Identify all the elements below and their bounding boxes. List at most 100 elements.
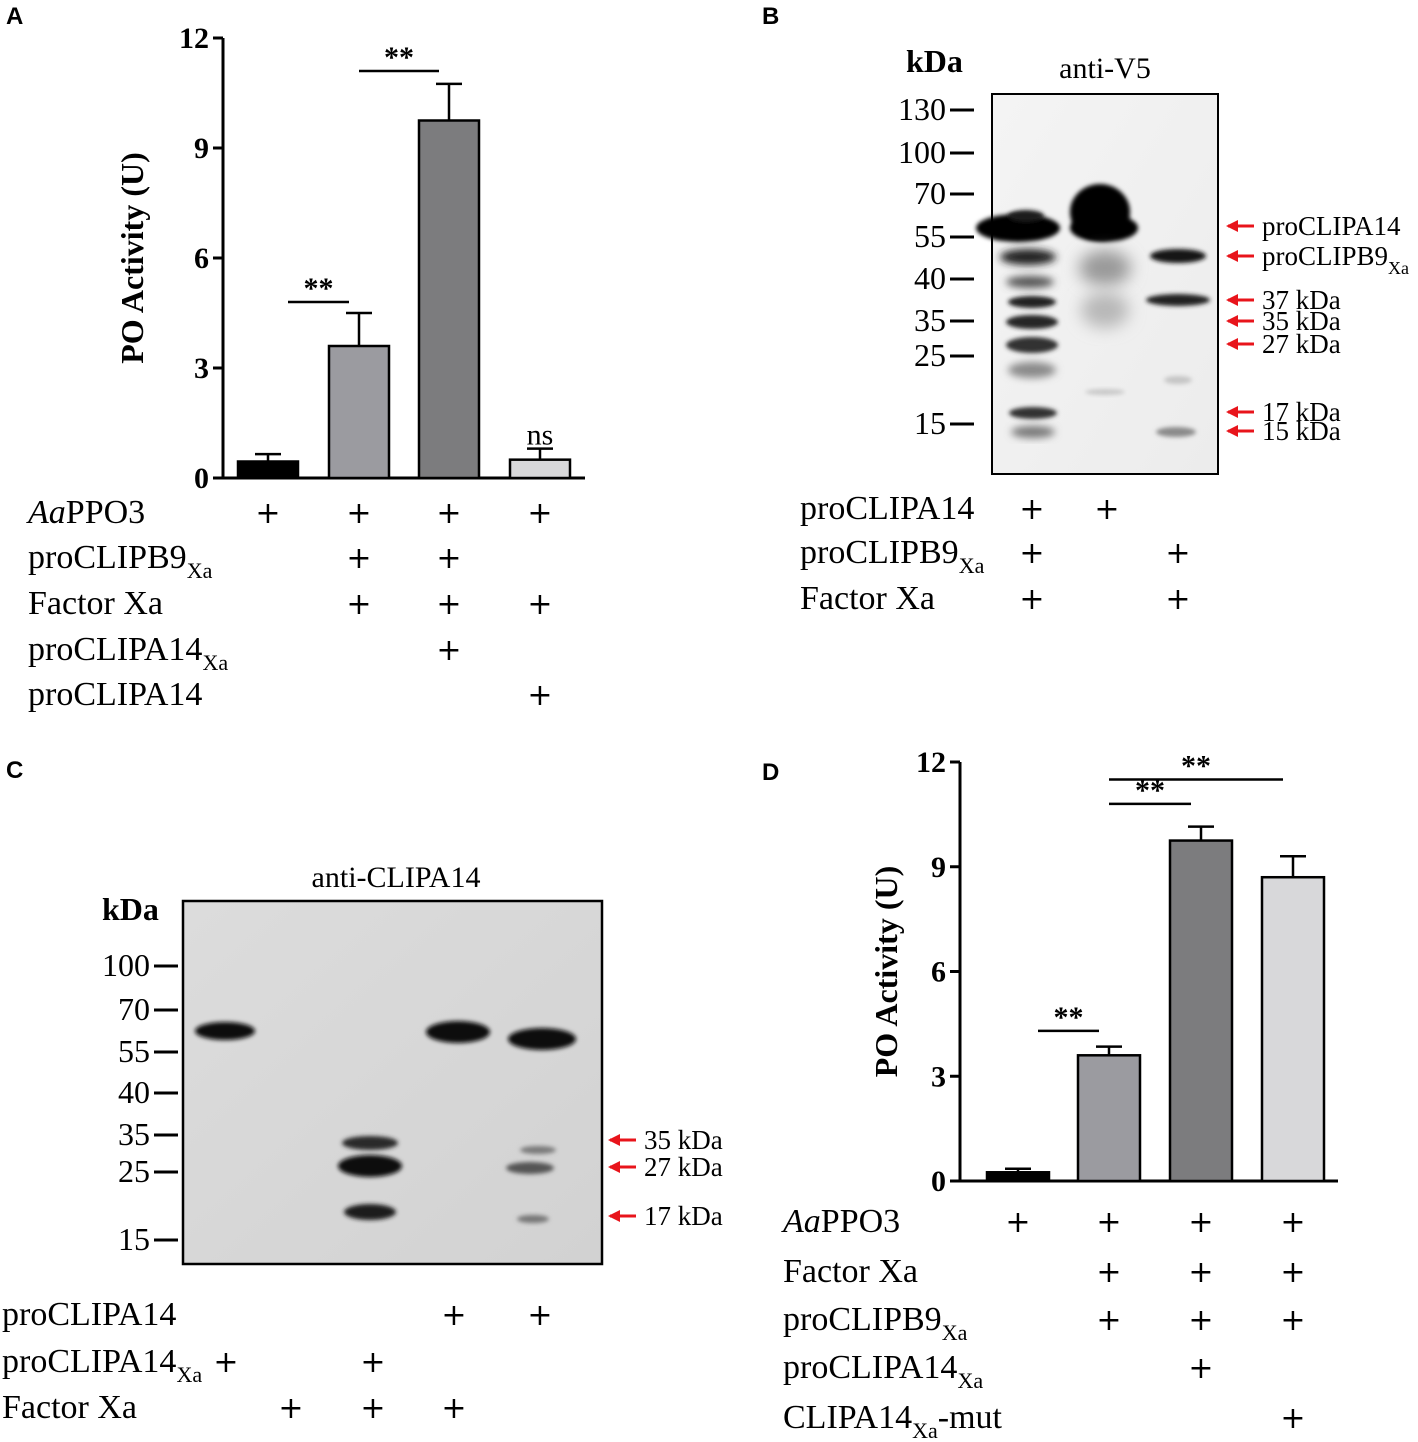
condition-label-subscript: Xa (912, 1418, 938, 1442)
condition-label-text: Factor Xa (28, 585, 163, 622)
arrow-head (1226, 406, 1238, 418)
arrow-head (1226, 338, 1238, 350)
band (1150, 249, 1206, 263)
arrow-head (608, 1134, 620, 1146)
y-tick-label: 6 (931, 956, 946, 989)
condition-label-text: proCLIPA14 (800, 490, 974, 527)
y-tick-label: 6 (194, 242, 209, 275)
plus-mark: + (1165, 536, 1190, 571)
blot-c-bands (195, 1021, 576, 1223)
marker-label: 100 (102, 947, 150, 983)
band (1006, 337, 1058, 353)
condition-label-text: Factor Xa (2, 1389, 137, 1426)
condition-label-suffix: -mut (938, 1399, 1003, 1436)
bar (1168, 839, 1234, 1183)
plus-mark: + (1096, 1303, 1121, 1338)
plus-mark: + (1019, 492, 1044, 527)
condition-label: AaPPO3 (781, 1203, 900, 1240)
y-tick-label: 12 (179, 22, 209, 55)
condition-label-subscript: Xa (959, 553, 985, 578)
plus-mark: + (436, 587, 461, 622)
condition-label-prefix: Aa (26, 494, 66, 531)
plus-mark: + (360, 1391, 385, 1426)
significance-label: ** (384, 41, 414, 74)
plus-mark: + (1096, 1255, 1121, 1290)
band (520, 1146, 556, 1154)
bar (508, 458, 572, 480)
marker-label: 130 (898, 91, 946, 127)
plus-mark: + (527, 496, 552, 531)
band (508, 1028, 576, 1050)
condition-label: proCLIPA14Xa (28, 631, 228, 675)
arrow-head (1226, 425, 1238, 437)
condition-label-text: Factor Xa (800, 580, 935, 617)
y-axis-label: PO Activity (U) (868, 866, 904, 1078)
condition-label: Factor Xa (2, 1389, 137, 1426)
plus-mark: + (441, 1298, 466, 1333)
condition-label: proCLIPB9Xa (28, 539, 213, 583)
band (1008, 210, 1044, 222)
band (338, 1155, 402, 1177)
plus-mark: + (346, 496, 371, 531)
band (344, 1204, 396, 1220)
significance-label: ns (527, 419, 554, 452)
panel-letter-b: B (762, 3, 779, 30)
band (342, 1136, 398, 1150)
annotation-text: 27 kDa (644, 1152, 723, 1182)
arrow-head (608, 1161, 620, 1173)
plus-mark: + (213, 1345, 238, 1380)
annotation-label: 27 kDa (1262, 329, 1341, 359)
band (1006, 315, 1058, 329)
blot-c-title: anti-CLIPA14 (312, 861, 481, 894)
marker-label: 40 (914, 260, 946, 296)
y-tick-label: 3 (194, 352, 209, 385)
band (517, 1215, 549, 1223)
arrow-head (1226, 294, 1238, 306)
plus-mark: + (1188, 1255, 1213, 1290)
band (1009, 407, 1057, 419)
condition-label-text: proCLIPA14 (28, 676, 202, 713)
band (1008, 296, 1056, 308)
y-tick-label: 0 (194, 462, 209, 495)
condition-label-subscript: Xa (202, 650, 228, 675)
marker-label: 35 (118, 1116, 150, 1152)
condition-label-subscript: Xa (957, 1368, 983, 1393)
condition-label-subscript: Xa (942, 1320, 968, 1345)
annotation-label: 17 kDa (1262, 397, 1341, 427)
condition-label: proCLIPA14Xa (2, 1343, 202, 1387)
band (1146, 294, 1210, 306)
plus-mark: + (346, 541, 371, 576)
annotation-text: 17 kDa (1262, 397, 1341, 427)
condition-label-text: proCLIPA14 (783, 1349, 957, 1386)
band (1081, 292, 1129, 328)
condition-label-subscript: Xa (187, 558, 213, 583)
band (1085, 389, 1125, 395)
significance-label: ** (304, 272, 334, 305)
annotation-label: 27 kDa (644, 1152, 723, 1182)
condition-label: Factor Xa (28, 585, 163, 622)
marker-label: 70 (118, 991, 150, 1027)
plus-mark: + (1280, 1303, 1305, 1338)
condition-label-text: proCLIPB9 (800, 534, 959, 571)
marker-label: 55 (118, 1033, 150, 1069)
blot-c-conditions: proCLIPA14 + +proCLIPA14Xa + +Factor Xa + + + (2, 1296, 553, 1426)
annotation-text: 35 kDa (1262, 306, 1341, 336)
band (1164, 376, 1192, 384)
significance-label: ** (1054, 1001, 1084, 1034)
plus-mark: + (278, 1391, 303, 1426)
condition-label: proCLIPB9Xa (800, 534, 985, 578)
band (1156, 427, 1196, 437)
y-tick-label: 9 (931, 851, 946, 884)
marker-label: 55 (914, 218, 946, 254)
annotation-label: 15 kDa (1262, 416, 1341, 446)
plus-mark: + (1096, 1205, 1121, 1240)
bar (985, 1171, 1051, 1183)
arrow-head (1226, 250, 1238, 262)
band (1079, 250, 1131, 286)
arrow-head (1226, 220, 1238, 232)
condition-label-text: proCLIPA14 (28, 631, 202, 668)
